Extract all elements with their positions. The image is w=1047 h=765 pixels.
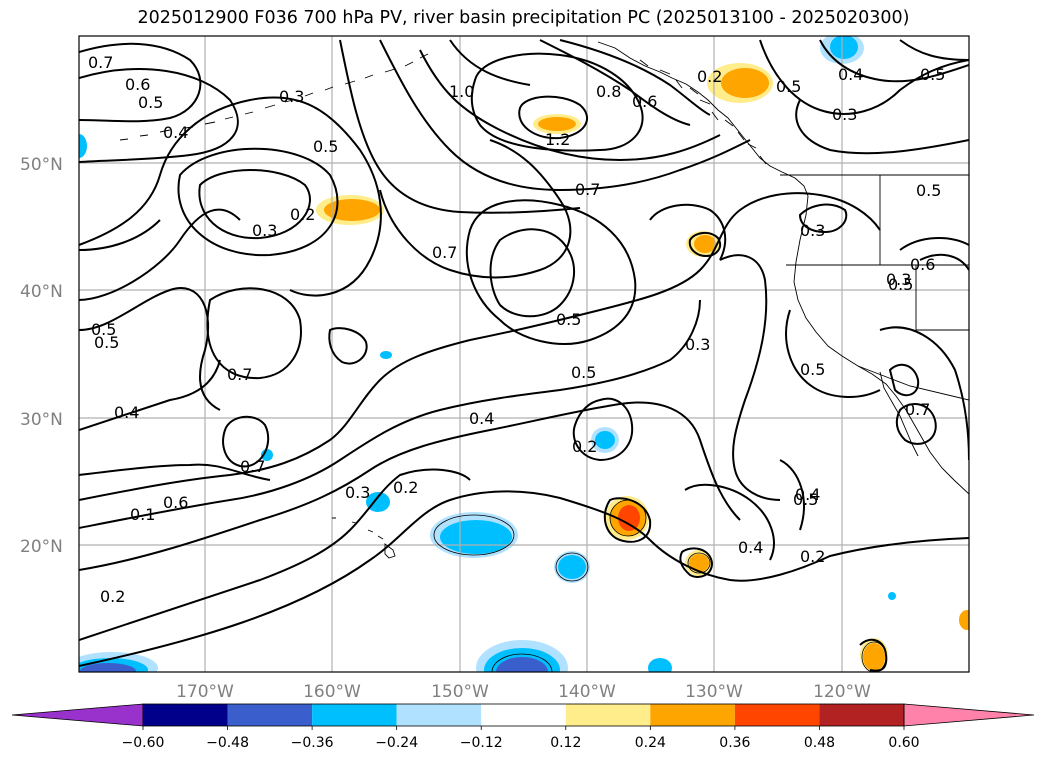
- lat-label: 50°N: [20, 155, 63, 175]
- contour-label: 0.4: [838, 65, 863, 84]
- coastlines: [119, 41, 969, 559]
- colorbar-border: [142, 703, 905, 727]
- map-area: [79, 36, 969, 672]
- colorbar-tick-label: −0.36: [291, 735, 334, 751]
- contour-label: 0.8: [596, 82, 621, 101]
- colorbar-box: [734, 704, 820, 726]
- contour-label: 0.5: [556, 310, 581, 329]
- contour-label: 0.4: [469, 409, 494, 428]
- contour-label: 0.4: [114, 403, 139, 422]
- contour-label: 0.5: [793, 490, 818, 509]
- contour-label: 0.7: [88, 53, 113, 72]
- contour-label: 0.4: [163, 123, 188, 142]
- contour-label: 0.6: [632, 92, 657, 111]
- contour-label: 0.5: [916, 181, 941, 200]
- colorbar-box: [819, 704, 904, 726]
- colorbar-box: [650, 704, 735, 726]
- contour-label: 0.2: [697, 67, 722, 86]
- contour-label: 0.6: [125, 75, 150, 94]
- latitude-labels: 50°N 40°N 30°N 20°N: [20, 155, 63, 557]
- graticule: [79, 36, 969, 672]
- colorbar-tick-label: 0.24: [635, 735, 666, 751]
- contour-label: 0.3: [279, 87, 304, 106]
- colorbar-box: [143, 704, 228, 726]
- contour-label: 0.3: [685, 335, 710, 354]
- contour-label: 0.2: [572, 437, 597, 456]
- colorbar-box: [227, 704, 313, 726]
- contour-label: 0.5: [800, 360, 825, 379]
- contour-label: 0.4: [738, 538, 763, 557]
- contour-label: 0.3: [832, 105, 857, 124]
- contour-label: 0.5: [94, 333, 119, 352]
- colorbar-box: [396, 704, 482, 726]
- lon-label: 150°W: [431, 682, 489, 702]
- contour-label: 1.0: [449, 82, 474, 101]
- contour-label: 0.3: [800, 221, 825, 240]
- contour-label: 0.2: [290, 205, 315, 224]
- map-title: 2025012900 F036 700 hPa PV, river basin …: [137, 8, 910, 28]
- lon-label: 170°W: [176, 682, 234, 702]
- lon-label: 160°W: [303, 682, 361, 702]
- lon-label: 120°W: [813, 682, 871, 702]
- contour-label: 0.3: [886, 270, 911, 289]
- colorbar-tick-label: −0.48: [206, 735, 249, 751]
- contour-label: 0.6: [910, 255, 935, 274]
- contour-label: 0.5: [138, 93, 163, 112]
- contour-label: 0.7: [432, 243, 457, 262]
- precip-shading: [79, 36, 969, 672]
- colorbar-tick-label: 0.48: [804, 735, 835, 751]
- colorbar-tick-label: −0.60: [122, 735, 165, 751]
- lat-label: 20°N: [20, 537, 63, 557]
- contour-label: 0.5: [571, 363, 596, 382]
- colorbar-tick-label: 0.36: [719, 735, 750, 751]
- contour-labels: 0.7 0.6 0.5 0.3 0.4 1.0 0.8 0.6 0.2 0.5 …: [88, 53, 945, 606]
- contour-label: 0.6: [163, 493, 188, 512]
- lon-label: 130°W: [685, 682, 743, 702]
- colorbar-box: [565, 704, 651, 726]
- contour-label: 0.7: [905, 400, 930, 419]
- lat-label: 40°N: [20, 282, 63, 302]
- contour-label: 0.5: [91, 320, 116, 339]
- shading-outlines: [433, 499, 887, 672]
- longitude-labels: 170°W 160°W 150°W 140°W 130°W 120°W: [176, 682, 871, 702]
- contour-label: 0.5: [920, 65, 945, 84]
- colorbar-tick-label: −0.24: [375, 735, 418, 751]
- contour-label: 1.2: [545, 130, 570, 149]
- contour-label: 0.2: [100, 587, 125, 606]
- pv-contours: [79, 39, 969, 672]
- contour-label: 0.2: [393, 478, 418, 497]
- contour-label: 0.3: [345, 483, 370, 502]
- contour-label: 0.5: [888, 275, 913, 294]
- map-frame: [78, 35, 970, 673]
- colorbar-tick-label: 0.60: [888, 735, 919, 751]
- contour-label: 0.5: [776, 77, 801, 96]
- colorbar-box: [481, 704, 566, 726]
- contour-label: 0.7: [575, 180, 600, 199]
- lat-label: 30°N: [20, 410, 63, 430]
- colorbar-tick-label: −0.12: [460, 735, 503, 751]
- colorbar-box: [312, 704, 397, 726]
- contour-label: 0.1: [130, 505, 155, 524]
- colorbar: −0.60 −0.48 −0.36 −0.24 −0.12 0.12 0.24 0.36 0.4…: [11, 703, 1035, 751]
- contour-label: 0.7: [240, 457, 265, 476]
- colorbar-extend-min: [11, 703, 144, 727]
- contour-label: 0.7: [227, 365, 252, 384]
- contour-label: 0.5: [313, 137, 338, 156]
- contour-label: 0.3: [252, 221, 277, 240]
- colorbar-extend-max: [903, 703, 1035, 727]
- colorbar-tick-label: 0.12: [550, 735, 581, 751]
- lon-label: 140°W: [558, 682, 616, 702]
- contour-label: 0.2: [800, 547, 825, 566]
- contour-label: 0.4: [795, 485, 820, 504]
